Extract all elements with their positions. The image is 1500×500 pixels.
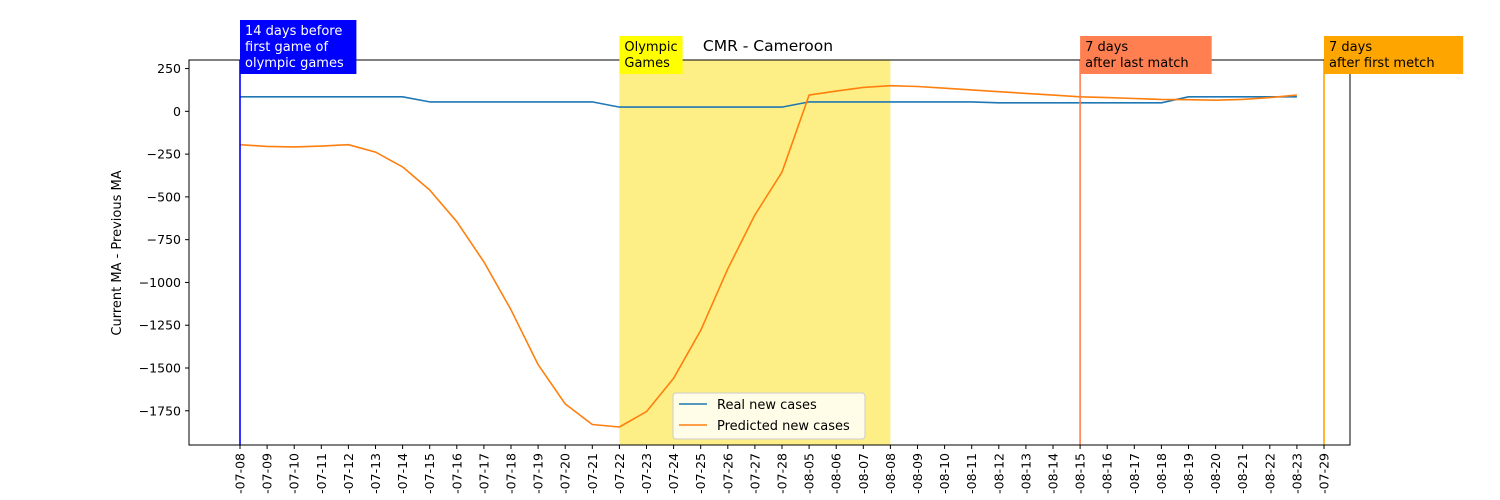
x-tick-label: -08-11 <box>964 453 979 494</box>
shade-layer <box>619 60 891 445</box>
x-tick-label: -08-09 <box>910 453 925 494</box>
x-tick-label: -08-16 <box>1100 453 1115 494</box>
x-tick-label: -08-07 <box>856 453 871 494</box>
y-tick-label: −500 <box>147 189 181 204</box>
olympic-games-shaded-region <box>619 60 891 445</box>
y-tick-label: −1000 <box>139 275 181 290</box>
marker-label-1-text: after last match <box>1085 56 1189 71</box>
marker-label-0-text: first game of <box>245 40 329 55</box>
x-tick-label: -07-18 <box>504 453 519 494</box>
x-tick-label: -07-17 <box>476 453 491 494</box>
y-axis-title: Current MA - Previous MA <box>110 170 125 335</box>
y-tick-label: 250 <box>157 61 181 76</box>
x-tick-label: -07-15 <box>422 453 437 494</box>
x-tick-label: -08-05 <box>802 453 817 494</box>
y-tick-label: −1750 <box>139 403 181 418</box>
y-tick-label: −750 <box>147 232 181 247</box>
x-tick-label: -07-19 <box>531 453 546 494</box>
marker-label-0-text: olympic games <box>245 56 344 71</box>
x-tick-label: -08-20 <box>1208 453 1223 494</box>
x-tick-label: -08-18 <box>1154 453 1169 494</box>
marker-label-2-bg <box>1324 36 1464 74</box>
legend-label: Real new cases <box>717 398 817 413</box>
y-tick-label: −250 <box>147 147 181 162</box>
x-tick-label: -08-23 <box>1289 453 1304 494</box>
series-line-real-new-cases <box>240 96 1297 108</box>
x-tick-label: -07-12 <box>341 453 356 494</box>
marker-label-1-bg <box>1080 36 1212 74</box>
olympic-games-label-text: Games <box>624 56 670 71</box>
x-tick-label: -08-22 <box>1262 453 1277 494</box>
x-tick-label: -07-16 <box>449 453 464 494</box>
x-tick-label: -07-20 <box>558 453 573 494</box>
series-line-predicted-new-cases <box>239 84 1297 428</box>
x-tick-label: -07-27 <box>747 453 762 494</box>
x-tick-label: -08-19 <box>1181 453 1196 494</box>
x-tick-label: -08-15 <box>1073 453 1088 494</box>
x-tick-label: -07-09 <box>260 453 275 494</box>
x-tick-label: -07-22 <box>612 453 627 494</box>
x-tick-label: -07-24 <box>666 453 681 494</box>
marker-label-2-text: 7 days <box>1329 40 1372 55</box>
marker-label-0-bg <box>240 20 357 74</box>
y-tick-label: −1500 <box>139 361 181 376</box>
y-tick-label: 0 <box>173 104 181 119</box>
x-tick-label: -07-25 <box>693 453 708 494</box>
y-tick-label: −1250 <box>139 318 181 333</box>
x-tick-label: -07-21 <box>585 453 600 494</box>
x-tick-label: -08-14 <box>1046 453 1061 494</box>
x-tick-label: -07-08 <box>233 453 248 494</box>
marker-label-1-text: 7 days <box>1085 40 1128 55</box>
x-tick-label: -08-08 <box>883 453 898 494</box>
marker-label-0-text: 14 days before <box>245 24 342 39</box>
legend: Real new cases Predicted new cases <box>672 392 866 440</box>
x-tick-label: -08-06 <box>829 453 844 494</box>
olympic-games-label-bg <box>619 36 683 74</box>
x-axis: -07-08 -07-09 -07-10 -07-11 -07-12 -07-13 -07-… <box>233 445 1332 494</box>
x-tick-label: -08-12 <box>991 453 1006 494</box>
x-tick-label: -07-14 <box>395 453 410 494</box>
y-axis: 250 0 −250 −500 −750 −1000 −1250 −1500 −1750 <box>139 61 189 418</box>
legend-label: Predicted new cases <box>717 419 850 434</box>
x-tick-label: -08-13 <box>1018 453 1033 494</box>
x-tick-label: -08-21 <box>1235 453 1250 494</box>
plot-area-frame <box>188 59 1351 446</box>
legend-frame <box>672 392 866 440</box>
x-tick-label: -07-23 <box>639 453 654 494</box>
x-tick-label: -07-28 <box>775 453 790 494</box>
chart-title: CMR - Cameroon <box>703 37 833 55</box>
x-tick-label: -07-13 <box>368 453 383 494</box>
x-tick-label: -07-11 <box>314 453 329 494</box>
x-tick-label: -07-10 <box>287 453 302 494</box>
x-tick-label: -07-26 <box>720 453 735 494</box>
marker-lines-layer <box>239 60 1325 445</box>
olympic-games-label-text: Olympic <box>624 40 677 55</box>
x-tick-label: -08-17 <box>1127 453 1142 494</box>
x-tick-label: -07-29 <box>1317 453 1332 494</box>
marker-label-2-text: after first metch <box>1329 56 1435 71</box>
lines-layer <box>239 84 1297 428</box>
x-tick-label: -08-10 <box>937 453 952 494</box>
